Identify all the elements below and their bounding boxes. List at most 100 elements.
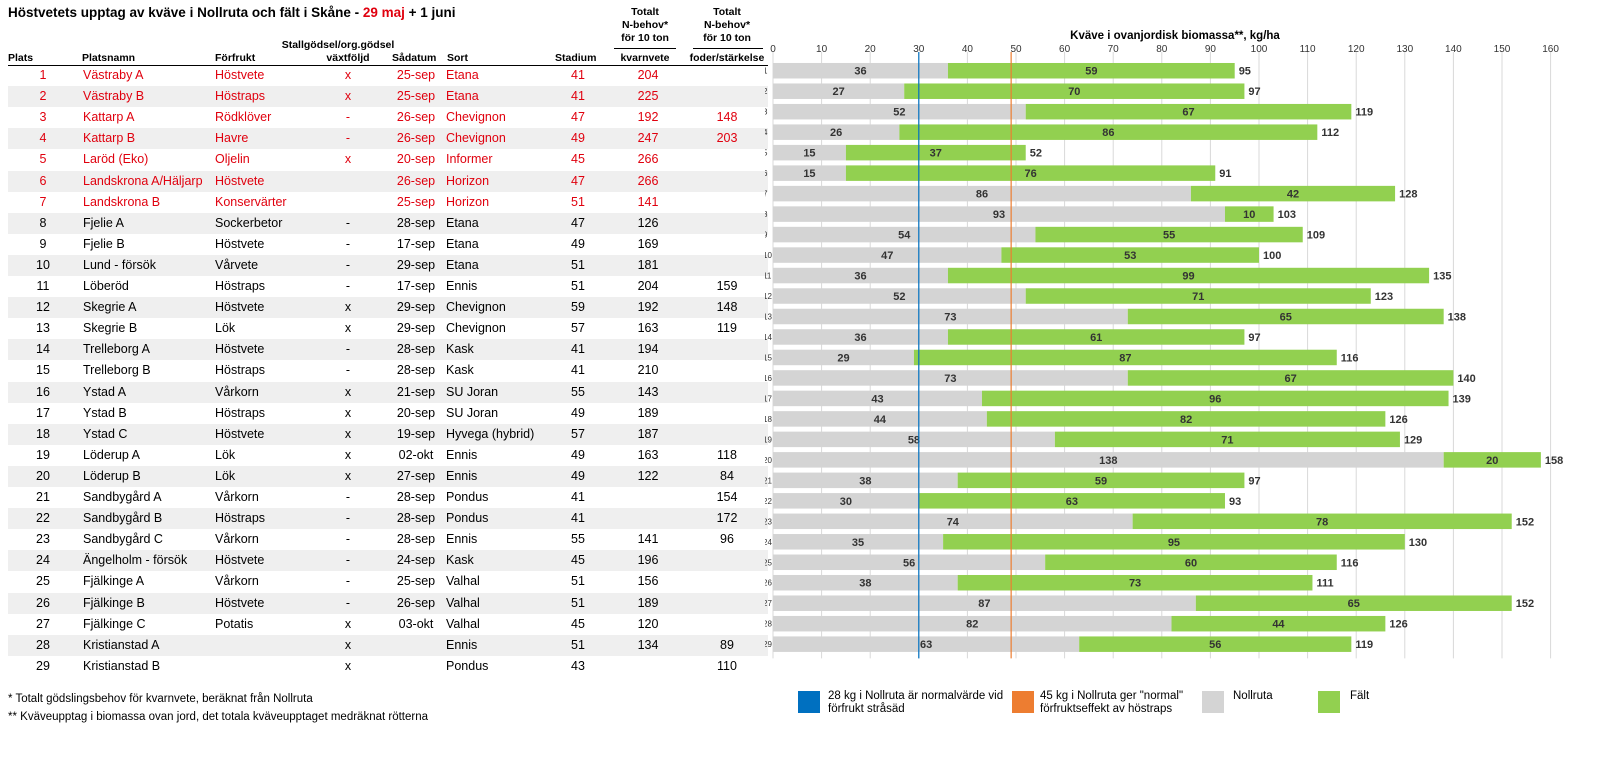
cell-n-behov-foder: 159 xyxy=(716,279,738,293)
bar-nollruta xyxy=(773,267,948,284)
cell-stadium: 47 xyxy=(571,110,585,125)
data-label-falt: 65 xyxy=(1280,312,1292,324)
cell-plats: 1 xyxy=(39,68,47,82)
cell-plats: 24 xyxy=(36,553,50,568)
data-label-falt: 59 xyxy=(1085,66,1097,78)
cell-plats: 5 xyxy=(39,152,47,167)
y-tick-label: 22 xyxy=(765,497,772,506)
cell-forfrukt: Oljelin xyxy=(215,152,250,167)
y-tick-label: 16 xyxy=(765,374,772,383)
cell-n-behov-foder: 154 xyxy=(716,490,738,504)
cell-stadium: 51 xyxy=(571,574,585,589)
bar-falt xyxy=(1443,452,1541,468)
data-label-falt: 96 xyxy=(1209,393,1221,405)
y-tick-label: 3 xyxy=(765,108,768,117)
data-label-falt: 56 xyxy=(1209,639,1221,651)
cell-platsnamn: Lund - försök xyxy=(83,257,156,272)
cell-sadatum: 02-okt xyxy=(398,447,434,462)
cell-plats: 23 xyxy=(36,532,50,547)
x-tick-label: 60 xyxy=(1059,44,1071,55)
data-label-falt: 99 xyxy=(1182,271,1194,283)
bar-falt xyxy=(947,62,1235,79)
data-label-total: 129 xyxy=(1404,434,1422,446)
cell-stadium: 41 xyxy=(571,511,585,526)
x-tick-label: 30 xyxy=(913,44,925,55)
cell-n-behov-kvarnvete: 266 xyxy=(637,173,659,188)
cell-sort: Ennis xyxy=(446,447,478,462)
bar-falt xyxy=(1132,513,1512,530)
header-foder-1: Totalt xyxy=(713,6,741,18)
y-tick-label: 5 xyxy=(765,149,768,158)
cell-forfrukt: Höstvete xyxy=(215,173,265,188)
cell-sadatum: 25-sep xyxy=(396,574,436,589)
cell-stadium: 49 xyxy=(571,405,585,420)
cell-sort: Pondus xyxy=(446,511,489,526)
cell-sort: Ennis xyxy=(446,532,478,547)
data-label-total: 130 xyxy=(1409,537,1427,549)
x-tick-label: 140 xyxy=(1445,44,1462,55)
bar-nollruta xyxy=(773,329,948,345)
y-tick-label: 12 xyxy=(765,292,772,301)
cell-platsnamn: Löderup B xyxy=(83,468,141,483)
data-label-falt: 71 xyxy=(1192,291,1204,303)
table-row: 27 Fjälkinge C Potatis x 03-okt Valhal 45 120 xyxy=(8,614,768,635)
cell-stadium: 43 xyxy=(571,658,585,673)
bar-nollruta xyxy=(773,370,1128,386)
cell-sadatum: 19-sep xyxy=(396,426,436,441)
cell-stadium: 45 xyxy=(571,152,585,167)
data-label-falt: 60 xyxy=(1185,557,1197,569)
data-label-nollruta: 38 xyxy=(859,578,871,590)
cell-stadium: 49 xyxy=(571,236,585,251)
cell-sadatum: 17-sep xyxy=(396,236,436,251)
x-tick-label: 130 xyxy=(1396,44,1413,55)
cell-stallgodsel: x xyxy=(344,152,352,167)
bar-falt xyxy=(981,390,1449,407)
cell-forfrukt: Höstraps xyxy=(215,511,266,526)
y-tick-label: 6 xyxy=(765,169,768,178)
bar-falt xyxy=(1045,554,1337,571)
bar-nollruta xyxy=(773,636,1080,652)
cell-sadatum: 29-sep xyxy=(396,300,436,315)
cell-platsnamn: Kattarp A xyxy=(83,110,135,125)
cell-stadium: 41 xyxy=(571,89,585,104)
cell-stallgodsel: x xyxy=(344,405,352,420)
cell-stallgodsel: x xyxy=(344,637,352,652)
cell-stadium: 57 xyxy=(571,426,585,441)
cell-forfrukt: Höstvete xyxy=(215,426,265,441)
cell-n-behov-kvarnvete: 192 xyxy=(637,110,659,125)
cell-plats: 18 xyxy=(36,426,50,441)
header-sort: Sort xyxy=(447,52,468,64)
cell-platsnamn: Kristianstad A xyxy=(83,637,160,652)
cell-sadatum: 27-sep xyxy=(396,468,436,483)
header-kvarn-4: kvarnvete xyxy=(620,52,670,64)
cell-sadatum: 25-sep xyxy=(396,194,436,209)
data-label-total: 119 xyxy=(1355,639,1373,651)
y-tick-label: 14 xyxy=(765,333,772,342)
header-plats: Plats xyxy=(8,52,34,64)
data-label-falt: 95 xyxy=(1168,537,1180,549)
cell-sort: SU Joran xyxy=(446,384,499,399)
cell-n-behov-kvarnvete: 181 xyxy=(637,257,659,272)
table-row: 24 Ängelholm - försök Höstvete - 24-sep Kask 4… xyxy=(8,550,768,572)
bar-nollruta xyxy=(773,144,846,161)
table-row: 21 Sandbygård A Vårkorn - 28-sep Pondus 41 154 xyxy=(8,487,768,508)
cell-plats: 26 xyxy=(36,595,50,610)
bar-nollruta xyxy=(773,472,958,489)
cell-platsnamn: Västraby A xyxy=(83,68,144,82)
data-label-total: 123 xyxy=(1375,291,1393,303)
bar-falt xyxy=(1127,308,1444,325)
cell-stadium: 49 xyxy=(571,131,585,146)
cell-sort: Etana xyxy=(446,236,479,251)
cell-plats: 28 xyxy=(36,637,50,652)
cell-forfrukt: Potatis xyxy=(215,616,254,631)
data-label-total: 93 xyxy=(1229,496,1241,508)
cell-n-behov-foder: 148 xyxy=(716,110,738,125)
cell-n-behov-kvarnvete: 192 xyxy=(637,300,659,315)
table-row: 19 Löderup A Lök x 02-okt Ennis 49 163 118 xyxy=(8,445,768,466)
data-label-nollruta: 87 xyxy=(978,598,990,610)
bar-nollruta xyxy=(773,574,958,591)
header-foder-3: för 10 ton xyxy=(703,32,751,44)
data-label-falt: 55 xyxy=(1163,230,1175,242)
cell-forfrukt: Lök xyxy=(215,468,236,483)
cell-sadatum: 28-sep xyxy=(396,342,436,357)
